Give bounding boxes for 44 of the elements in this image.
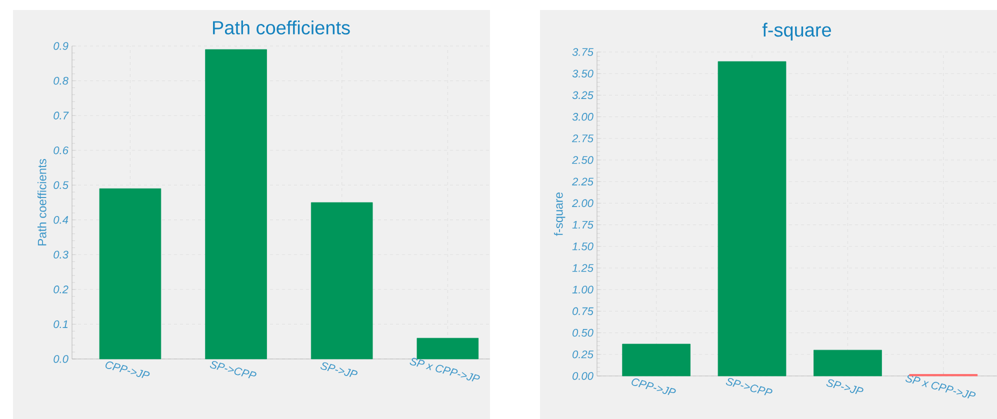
x-tick-label: CPP->JP (632, 378, 676, 396)
y-tick-label: 0.6 (54, 146, 68, 154)
y-tick-label: 1.25 (572, 264, 594, 272)
x-tick-label: CPP->JP (106, 362, 150, 378)
y-tick-label: 0.8 (54, 76, 68, 85)
y-tick-label: 2.75 (572, 134, 594, 142)
y-tick-label: 3.00 (572, 112, 594, 121)
y-tick-label: 0.4 (54, 216, 68, 224)
x-tick-label: SP x CPP->JP (410, 358, 480, 382)
bar (205, 49, 267, 360)
y-tick-label: 0.50 (572, 328, 594, 337)
bar (310, 202, 373, 360)
bar (416, 338, 479, 360)
chart-title: Path coefficients (213, 20, 350, 34)
y-tick-label: 0.7 (54, 112, 69, 120)
y-tick-label: 2.25 (572, 178, 594, 186)
y-tick-label: 0.25 (572, 350, 594, 358)
y-tick-label: 1.75 (572, 220, 594, 229)
y-axis-title: f-square (554, 192, 566, 236)
y-tick-label: 0.5 (54, 181, 69, 190)
y-tick-label: 2.00 (572, 199, 594, 208)
y-tick-label: 0.9 (54, 42, 68, 50)
chart-title: f-square (762, 22, 831, 40)
x-tick-label: SP->JP (826, 379, 864, 394)
y-tick-label: 0.3 (54, 250, 68, 259)
y-tick-label: 3.25 (572, 91, 594, 100)
y-tick-label: 2.50 (572, 156, 594, 164)
y-tick-label: 1.50 (572, 242, 594, 250)
y-tick-label: 0.00 (572, 372, 594, 380)
bar (814, 350, 882, 376)
x-tick-label: SP->CPP (726, 378, 772, 396)
y-tick-label: 1.00 (572, 286, 594, 294)
bar (718, 61, 786, 376)
bar (622, 344, 690, 376)
y-tick-label: 0.1 (54, 320, 68, 328)
x-tick-label: SP->CPP (210, 361, 256, 378)
y-tick-label: 3.50 (572, 70, 594, 78)
y-tick-label: 0.2 (54, 286, 68, 294)
bar (99, 188, 162, 360)
x-tick-label: SP->JP (320, 362, 358, 378)
y-tick-label: 0.0 (54, 355, 68, 363)
y-axis-title: Path coefficients (38, 159, 46, 246)
y-tick-label: 3.75 (572, 48, 594, 56)
y-tick-label: 0.75 (572, 307, 594, 316)
